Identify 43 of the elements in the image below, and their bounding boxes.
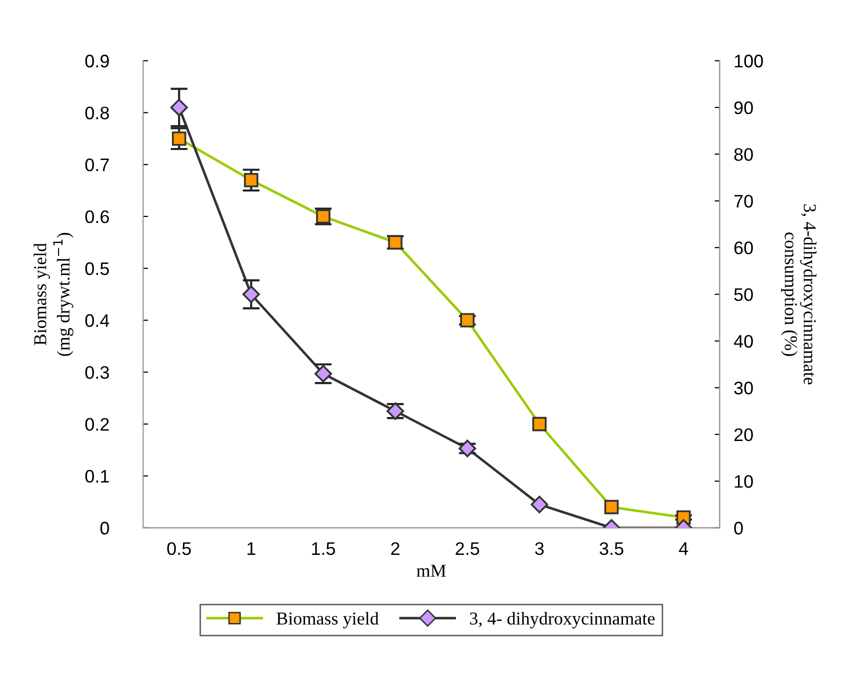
legend-label: Biomass yield — [276, 612, 379, 628]
point — [170, 98, 188, 116]
point — [460, 313, 475, 328]
y2-tick-label: 80 — [734, 148, 753, 161]
x-tick-label: 1.5 — [312, 542, 336, 555]
y2-tick-label: 70 — [734, 194, 753, 208]
y-tick-label: 0 — [100, 522, 110, 535]
x-tick-label: 2.5 — [456, 542, 480, 555]
point — [530, 496, 548, 514]
x-tick-label: 3 — [535, 542, 544, 555]
y2-tick-label: 30 — [734, 382, 753, 394]
y-tick-label: 0.4 — [85, 314, 110, 327]
y-tick-label: 0.2 — [85, 418, 109, 431]
y2-tick-label: 0 — [734, 522, 743, 535]
x-tick-label: 0.5 — [167, 542, 191, 555]
y-tick-label: 0.1 — [85, 470, 109, 483]
y-axis-title: Biomass yield (mg drywt.ml$^{−1}$) — [34, 232, 74, 356]
y2-tick-label: 100 — [734, 54, 763, 68]
point — [244, 172, 258, 188]
y-tick-label: 0.7 — [85, 158, 109, 172]
point — [172, 131, 186, 146]
y-tick-label: 0.9 — [85, 54, 109, 68]
y2-tick-label: 90 — [734, 101, 753, 114]
x-tick-label: 4 — [678, 542, 688, 555]
x-tick-label: 1 — [248, 542, 256, 555]
x-tick-label: 2 — [391, 542, 400, 555]
y2-tick-label: 50 — [734, 288, 753, 302]
x-tick-label: 3.5 — [600, 542, 624, 555]
point — [242, 286, 260, 304]
y2-tick-label: 10 — [734, 475, 753, 488]
y2-axis-title: 3, 4-dihydroxycinnamate consumption (%) — [781, 204, 816, 384]
legend-label: 3, 4- dihydroxycinnamate — [470, 612, 655, 628]
y2-tick-label: 40 — [734, 334, 753, 348]
point — [532, 416, 547, 432]
y-tick-label: 0.3 — [85, 366, 109, 379]
y-tick-label: 0.6 — [85, 210, 109, 224]
x-axis-title: mM — [416, 564, 446, 577]
point — [604, 500, 619, 514]
y-tick-label: 0.8 — [85, 106, 109, 120]
y2-tick-label: 60 — [734, 242, 753, 254]
point — [458, 440, 476, 458]
y-tick-label: 0.5 — [85, 262, 109, 276]
y2-tick-label: 20 — [734, 428, 753, 442]
